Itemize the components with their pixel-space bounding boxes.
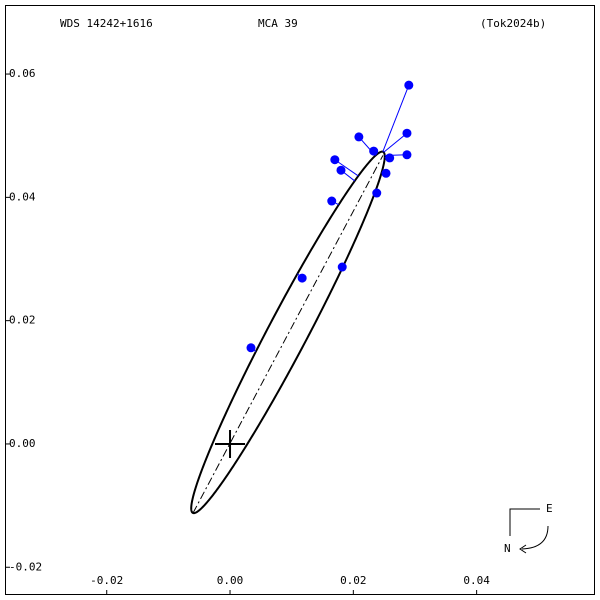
y-tick-label: 0.02 [9, 314, 36, 327]
x-tick-label: -0.02 [90, 574, 123, 587]
observation [336, 165, 346, 175]
compass-north: N [504, 542, 511, 555]
observation [404, 80, 414, 90]
y-tick-label: 0.04 [9, 190, 36, 203]
wds-id: WDS 14242+1616 [60, 17, 153, 30]
observation [381, 168, 391, 178]
x-tick-label: 0.00 [217, 574, 244, 587]
y-tick-label: 0.06 [9, 67, 36, 80]
y-tick-label: -0.02 [9, 560, 42, 573]
observation [246, 343, 256, 353]
observation [372, 188, 382, 198]
compass-east: E [546, 502, 553, 515]
observation [354, 132, 364, 142]
compass-axes [509, 508, 540, 536]
x-tick-label: 0.04 [463, 574, 490, 587]
primary [215, 429, 246, 458]
node-line [192, 155, 384, 514]
reference: (Tok2024b) [480, 17, 546, 30]
x-tick-label: 0.02 [340, 574, 367, 587]
compass-arrow [519, 525, 549, 554]
y-tick-label: 0.00 [9, 437, 36, 450]
observation [327, 196, 337, 206]
residual-line [334, 159, 359, 177]
residual-line [383, 132, 408, 153]
observation [385, 153, 395, 163]
observation [330, 155, 340, 165]
frame [5, 5, 595, 595]
discoverer: MCA 39 [258, 17, 298, 30]
compass: E N [504, 502, 553, 555]
observation [402, 128, 412, 138]
residual-line [382, 84, 410, 152]
observation [369, 146, 379, 156]
observation [297, 273, 307, 283]
observation [402, 150, 412, 160]
observation [337, 262, 347, 272]
